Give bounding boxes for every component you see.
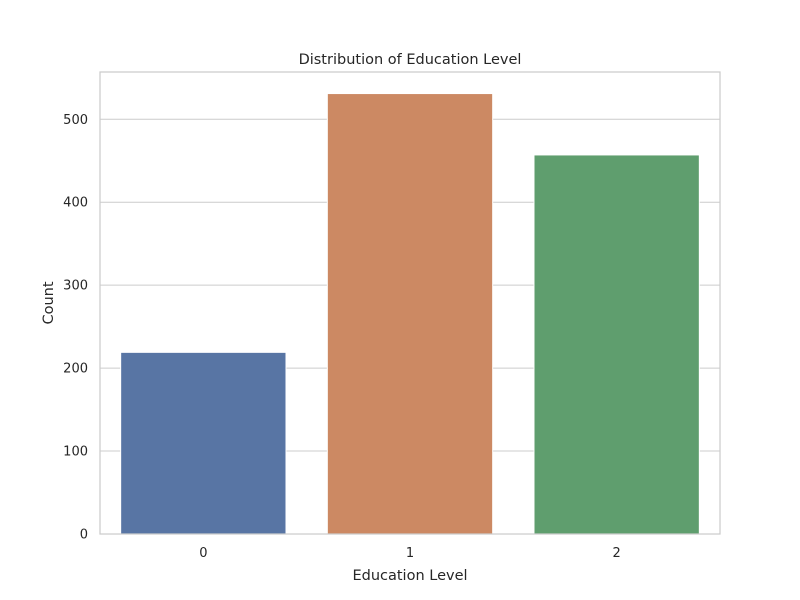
- y-tick-label: 0: [80, 528, 88, 543]
- x-tick-label: 2: [613, 546, 621, 561]
- y-tick-label: 300: [63, 279, 88, 294]
- y-tick-labels: 0 100 200 300 400 500: [63, 113, 88, 543]
- bar-0: [120, 351, 287, 535]
- y-tick-label: 100: [63, 445, 88, 460]
- chart-title: Distribution of Education Level: [299, 52, 522, 68]
- x-tick-label: 0: [199, 546, 207, 561]
- y-tick-label: 400: [63, 196, 88, 211]
- y-tick-label: 200: [63, 362, 88, 377]
- y-axis-label: Count: [41, 281, 57, 324]
- x-axis-label: Education Level: [352, 568, 467, 584]
- bar-2: [533, 154, 700, 535]
- x-tick-labels: 0 1 2: [199, 546, 621, 561]
- y-tick-label: 500: [63, 113, 88, 128]
- bars: [120, 93, 700, 535]
- bar-1: [326, 93, 494, 535]
- plot-frame: [99, 71, 721, 535]
- x-tick-label: 1: [406, 546, 414, 561]
